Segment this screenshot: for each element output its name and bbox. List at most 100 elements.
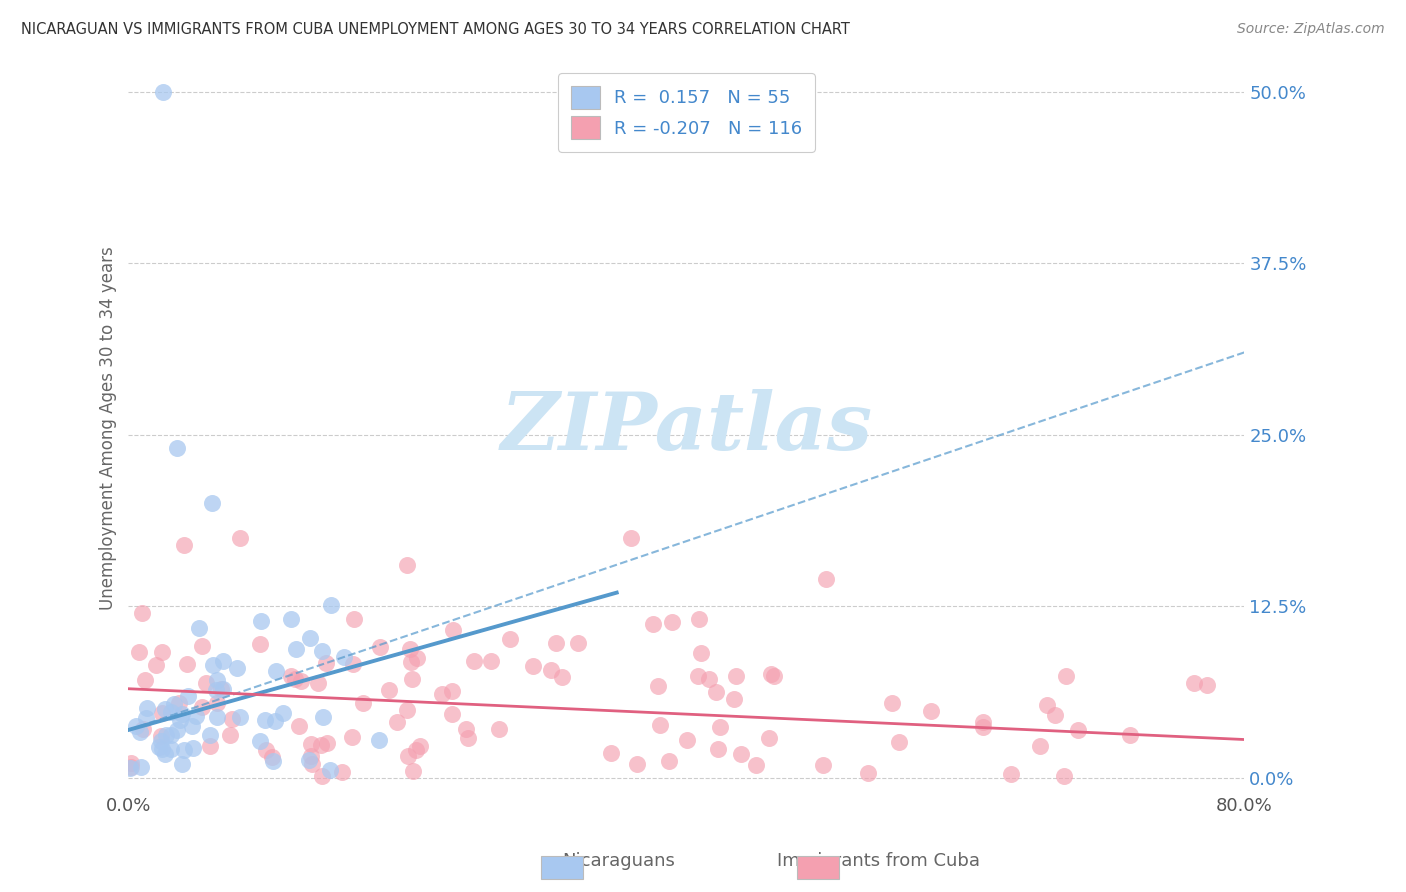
Point [1054, 669, 1077, 683]
Point [298, 631, 321, 645]
Point [205, 682, 228, 697]
Point [499, 632, 522, 647]
Point [163, 698, 186, 712]
Point [463, 654, 485, 668]
Point [135, 710, 157, 724]
Point [1045, 708, 1067, 723]
Point [198, 727, 221, 741]
Point [132, 723, 155, 737]
Point [488, 722, 510, 736]
Point [399, 655, 422, 669]
Point [368, 640, 391, 654]
Point [600, 746, 623, 760]
Point [253, 713, 276, 727]
Point [150, 645, 173, 659]
Point [155, 728, 177, 742]
Point [129, 759, 152, 773]
Point [762, 669, 785, 683]
Point [396, 558, 419, 573]
Point [159, 742, 181, 756]
Point [172, 706, 194, 721]
Point [1053, 769, 1076, 783]
Point [704, 685, 727, 699]
Point [301, 756, 323, 771]
Point [650, 718, 672, 732]
Point [333, 650, 356, 665]
Point [1182, 675, 1205, 690]
Point [284, 672, 307, 686]
Point [546, 636, 568, 650]
Point [395, 703, 418, 717]
Point [882, 697, 904, 711]
Point [136, 701, 159, 715]
Point [972, 714, 994, 729]
Point [176, 657, 198, 672]
Point [456, 723, 478, 737]
Point [676, 732, 699, 747]
Point [522, 658, 544, 673]
Point [1035, 698, 1057, 712]
Point [150, 742, 173, 756]
Point [813, 758, 835, 772]
Point [124, 719, 146, 733]
Text: ZIPatlas: ZIPatlas [501, 389, 873, 467]
Point [408, 739, 430, 753]
Point [1119, 728, 1142, 742]
Point [211, 654, 233, 668]
Point [688, 612, 710, 626]
Point [312, 710, 335, 724]
Point [887, 735, 910, 749]
Point [457, 731, 479, 745]
Point [254, 743, 277, 757]
Point [430, 687, 453, 701]
Point [690, 646, 713, 660]
Point [226, 661, 249, 675]
Point [406, 651, 429, 665]
Point [280, 669, 302, 683]
Point [1000, 766, 1022, 780]
Point [540, 663, 562, 677]
Point [311, 769, 333, 783]
Point [228, 710, 250, 724]
Point [707, 742, 730, 756]
Point [149, 734, 172, 748]
Point [814, 572, 837, 586]
Point [723, 691, 745, 706]
Point [229, 531, 252, 545]
Point [551, 670, 574, 684]
Point [145, 658, 167, 673]
Text: Immigrants from Cuba: Immigrants from Cuba [778, 852, 980, 870]
Point [311, 644, 333, 658]
Point [200, 739, 222, 753]
Point [250, 615, 273, 629]
Point [299, 737, 322, 751]
Point [221, 712, 243, 726]
Point [686, 669, 709, 683]
Point [396, 748, 419, 763]
Point [405, 743, 427, 757]
Point [321, 599, 343, 613]
Point [207, 673, 229, 687]
Point [201, 496, 224, 510]
Point [173, 538, 195, 552]
Point [249, 733, 271, 747]
Point [167, 696, 190, 710]
Point [159, 705, 181, 719]
Point [697, 672, 720, 686]
Point [343, 612, 366, 626]
Point [1029, 739, 1052, 753]
Point [155, 747, 177, 761]
Point [120, 760, 142, 774]
Point [758, 731, 780, 746]
Point [120, 756, 142, 771]
Point [647, 679, 669, 693]
Point [181, 740, 204, 755]
Point [177, 689, 200, 703]
Point [155, 702, 177, 716]
Point [205, 696, 228, 710]
Point [263, 714, 285, 729]
Point [761, 667, 783, 681]
Y-axis label: Unemployment Among Ages 30 to 34 years: Unemployment Among Ages 30 to 34 years [100, 246, 117, 610]
Point [131, 606, 153, 620]
Point [661, 615, 683, 629]
